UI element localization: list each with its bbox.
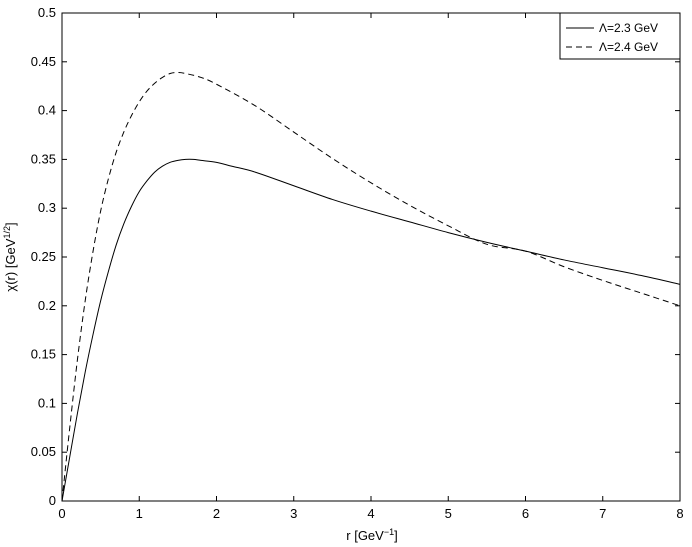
y-tick-label: 0.45 xyxy=(31,54,56,69)
x-tick-label: 2 xyxy=(213,506,220,521)
x-tick-label: 0 xyxy=(58,506,65,521)
series-layer xyxy=(61,72,681,502)
y-tick-label: 0.3 xyxy=(38,200,56,215)
y-tick-label: 0.1 xyxy=(38,395,56,410)
y-tick-label: 0.5 xyxy=(38,5,56,20)
legend-label-series-2: Λ=2.4 GeV xyxy=(599,40,658,54)
series-line-2 xyxy=(61,72,681,502)
x-tick-label: 8 xyxy=(676,506,683,521)
series-line-1 xyxy=(61,158,681,502)
x-tick-label: 7 xyxy=(599,506,606,521)
y-tick-label: 0.25 xyxy=(31,249,56,264)
y-tick-label: 0.15 xyxy=(31,347,56,362)
y-axis-label: χ(r) [GeV1/2] xyxy=(2,222,18,291)
ticks-layer: 0 1 2 3 4 5 6 7 8 0 0.05 0.1 0.15 0.2 0.25 0.3 0.35 0.4 0.… xyxy=(31,5,684,521)
y-tick-label: 0.4 xyxy=(38,103,56,118)
y-tick-label: 0 xyxy=(49,493,56,508)
x-axis-label: r [GeV−1] xyxy=(346,527,397,543)
legend-label-series-1: Λ=2.3 GeV xyxy=(599,21,658,35)
y-tick-label: 0.05 xyxy=(31,444,56,459)
legend-box xyxy=(559,12,681,60)
legend: Λ=2.3 GeV Λ=2.4 GeV xyxy=(559,12,681,60)
x-tick-label: 5 xyxy=(445,506,452,521)
plot-frame xyxy=(61,12,681,502)
x-tick-label: 3 xyxy=(290,506,297,521)
y-tick-label: 0.35 xyxy=(31,151,56,166)
x-tick-label: 4 xyxy=(367,506,374,521)
y-tick-label: 0.2 xyxy=(38,298,56,313)
x-tick-label: 1 xyxy=(136,506,143,521)
plot-area-border xyxy=(61,12,681,502)
x-tick-label: 6 xyxy=(522,506,529,521)
